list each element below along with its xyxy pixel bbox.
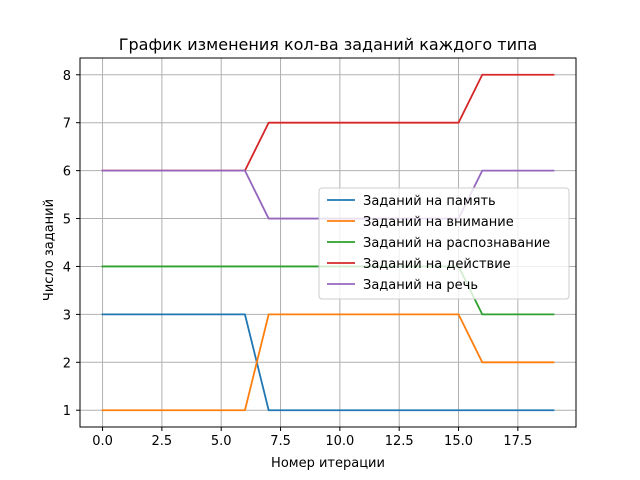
- series-line-1: [101, 313, 555, 412]
- legend-label: Заданий на внимание: [363, 215, 514, 230]
- plot-frame: [79, 57, 577, 428]
- y-tick-label: 5: [63, 213, 71, 228]
- series-line-2: [101, 313, 555, 412]
- y-tick-label: 7: [63, 117, 71, 132]
- y-axis-ticks: 1 2 3 4 5 6 7 8: [63, 69, 80, 419]
- x-tick-label: 2.5: [152, 434, 173, 449]
- y-tick-label: 2: [63, 356, 71, 371]
- y-tick-label: 1: [63, 404, 71, 419]
- y-tick-label: 4: [63, 260, 71, 275]
- legend-box: [318, 187, 570, 300]
- y-axis-label: Число заданий: [42, 199, 57, 301]
- x-axis-label: Номер итерации: [271, 456, 385, 471]
- x-axis-ticks: 0.0 2.5 5.0 7.5 10.0 12.5 15.0 17.5: [92, 427, 532, 449]
- x-tick-label: 10.0: [325, 434, 354, 449]
- x-tick-label: 12.5: [385, 434, 414, 449]
- x-tick-label: 15.0: [444, 434, 473, 449]
- y-tick-label: 8: [63, 69, 71, 84]
- x-tick-label: 17.5: [503, 434, 532, 449]
- legend-label: Заданий на память: [363, 194, 496, 209]
- y-tick-label: 6: [63, 165, 71, 180]
- x-tick-label: 5.0: [211, 434, 232, 449]
- legend-label: Заданий на действие: [363, 257, 511, 272]
- legend-label: Заданий на речь: [363, 278, 478, 293]
- y-tick-label: 3: [63, 308, 71, 323]
- chart-title: График изменения кол-ва заданий каждого …: [119, 35, 538, 54]
- x-tick-label: 0.0: [92, 434, 113, 449]
- legend: Заданий на память Заданий на внимание Зада…: [318, 187, 570, 300]
- legend-label: Заданий на распознавание: [363, 236, 550, 251]
- x-tick-label: 7.5: [270, 434, 291, 449]
